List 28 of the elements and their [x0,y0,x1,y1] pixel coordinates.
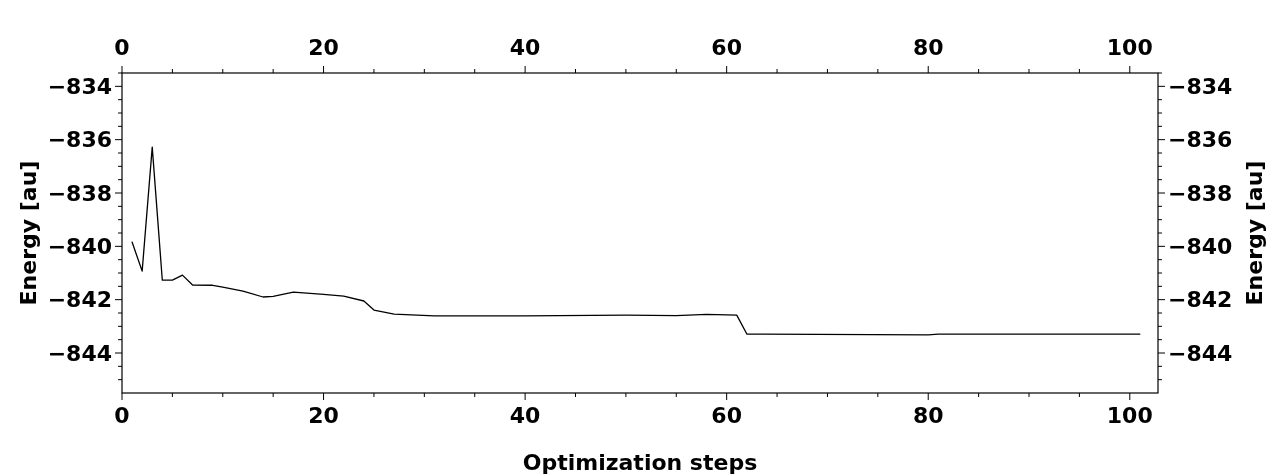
x-tick-label: 80 [912,403,944,428]
x-tick-label: 20 [308,403,339,428]
y2-tick-label: −836 [1168,127,1233,153]
x-tick-label: 100 [1106,403,1153,428]
x2-tick-label: 100 [1106,35,1153,60]
x2-tick-label: 60 [711,35,742,60]
y2-tick-label: −842 [1168,287,1233,313]
y-tick-label: −842 [47,287,112,313]
y2-tick-label: −834 [1168,74,1233,100]
y2-tick-label: −838 [1168,180,1233,206]
x2-tick-label: 20 [308,35,339,60]
x2-tick-label: 80 [912,35,944,60]
y-tick-label: −840 [47,234,112,260]
line-series [131,146,1141,336]
y-tick-label: −834 [47,74,112,100]
x2-tick-label: 40 [509,35,541,60]
y-axis-title: Energy [au] [16,160,41,306]
y2-axis-title: Energy [au] [1242,160,1267,306]
x2-tick-label: 0 [114,35,130,60]
x-axis-title: Optimization steps [522,450,758,474]
y2-tick-label: −844 [1168,340,1233,366]
y-tick-label: −836 [47,127,112,153]
x-tick-label: 60 [711,403,742,428]
y-tick-label: −844 [47,340,112,366]
x-tick-label: 0 [114,403,130,428]
y-tick-label: −838 [47,180,112,206]
y2-tick-label: −840 [1168,234,1233,260]
x-tick-label: 40 [509,403,541,428]
